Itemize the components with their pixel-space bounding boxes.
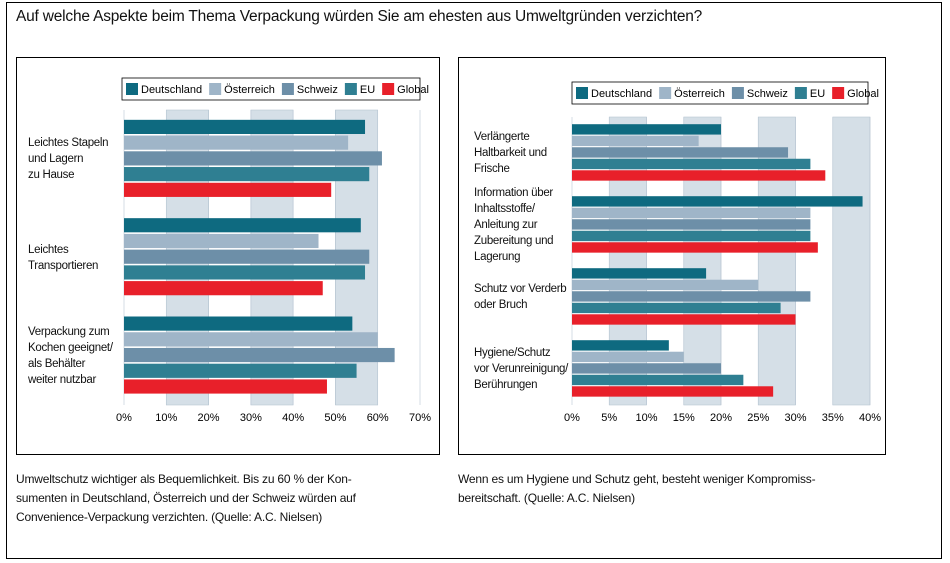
- bar: [572, 340, 669, 351]
- bar: [124, 151, 382, 166]
- bar: [572, 147, 789, 158]
- x-tick-label: 5%: [601, 412, 617, 424]
- bar: [124, 265, 366, 280]
- caption: Wenn es um Hygiene und Schutz geht, best…: [458, 472, 816, 505]
- legend-swatch: [382, 83, 395, 95]
- bar: [572, 279, 759, 291]
- legend-label: Schweiz: [747, 88, 788, 100]
- bar: [124, 347, 395, 363]
- bar: [124, 119, 366, 134]
- x-tick-label: 70%: [409, 412, 431, 424]
- legend-label: Schweiz: [297, 84, 338, 96]
- bar: [124, 379, 327, 394]
- bar: [124, 233, 319, 249]
- bar: [572, 314, 796, 325]
- legend-label: EU: [810, 88, 825, 100]
- x-tick-label: 40%: [282, 412, 304, 424]
- bar: [572, 207, 811, 219]
- bar: [124, 182, 332, 197]
- legend-label: Deutschland: [141, 84, 202, 96]
- page-title: Auf welche Aspekte beim Thema Verpackung…: [16, 8, 703, 25]
- bar: [124, 316, 353, 331]
- category-label: Information über Inhaltsstoffe/ Anleitun…: [474, 187, 554, 263]
- x-tick-label: 10%: [635, 412, 657, 424]
- bar: [572, 374, 744, 386]
- legend-swatch: [281, 83, 294, 95]
- category-label: Leichtes Stapeln und Lagern zu Hause: [28, 137, 109, 182]
- bar: [572, 242, 818, 253]
- legend-label: Global: [847, 88, 879, 100]
- x-tick-label: 30%: [784, 412, 806, 424]
- bar: [572, 351, 684, 363]
- legend-swatch: [659, 87, 672, 99]
- category-label: Verpackung zum Kochen geeignet/ als Behä…: [28, 325, 113, 386]
- legend-label: EU: [360, 84, 375, 96]
- x-tick-label: 0%: [116, 412, 132, 424]
- x-tick-label: 15%: [673, 412, 695, 424]
- x-tick-label: 50%: [324, 412, 346, 424]
- legend-label: Global: [397, 84, 429, 96]
- bar: [124, 363, 357, 378]
- x-tick-label: 60%: [367, 412, 389, 424]
- legend-label: Deutschland: [591, 88, 652, 100]
- x-tick-label: 40%: [859, 412, 881, 424]
- x-tick-label: 10%: [155, 412, 177, 424]
- legend-label: Österreich: [224, 84, 275, 96]
- legend-swatch: [832, 87, 845, 99]
- bar: [572, 302, 781, 314]
- x-tick-label: 30%: [240, 412, 262, 424]
- panel: [16, 57, 440, 455]
- bar: [124, 167, 370, 182]
- bar: [124, 249, 370, 264]
- legend-swatch: [576, 87, 588, 99]
- bar: [124, 281, 323, 296]
- panel: [458, 57, 886, 455]
- caption: Umweltschutz wichtiger als Bequemlichkei…: [16, 472, 356, 524]
- bar: [124, 332, 378, 347]
- bar: [572, 386, 774, 397]
- category-label: Leichtes Transportieren: [28, 243, 99, 272]
- bar: [572, 135, 699, 147]
- legend-box: [571, 81, 869, 105]
- category-label: Hygiene/Schutz vor Verunreinigung/ Berüh…: [474, 347, 569, 391]
- bar: [572, 219, 811, 230]
- bar: [572, 230, 811, 242]
- legend-swatch: [209, 83, 222, 95]
- bar: [572, 158, 811, 170]
- bar: [572, 363, 721, 374]
- legend-swatch: [344, 83, 357, 95]
- x-tick-label: 20%: [198, 412, 220, 424]
- x-tick-label: 25%: [747, 412, 769, 424]
- category-label: Verlängerte Haltbarkeit und Frische: [474, 131, 547, 175]
- legend-swatch: [794, 87, 807, 99]
- bar: [124, 135, 349, 150]
- frame: [6, 2, 942, 559]
- bar: [572, 170, 826, 181]
- legend-label: Österreich: [674, 88, 725, 100]
- bar: [572, 268, 707, 279]
- x-tick-label: 35%: [822, 412, 844, 424]
- legend-swatch: [731, 87, 744, 99]
- bar: [124, 218, 361, 233]
- bar: [572, 196, 863, 207]
- category-label: Schutz vor Verderb oder Bruch: [474, 283, 567, 311]
- bar: [572, 124, 721, 135]
- x-tick-label: 20%: [710, 412, 732, 424]
- grid-band: [832, 116, 871, 406]
- legend-swatch: [126, 83, 138, 95]
- x-tick-label: 0%: [564, 412, 580, 424]
- bar: [572, 291, 811, 302]
